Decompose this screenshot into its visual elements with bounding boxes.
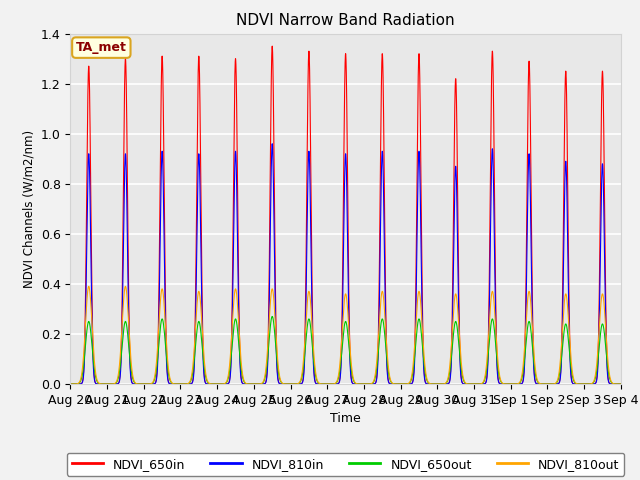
NDVI_650out: [422, 372, 429, 378]
NDVI_650out: [184, 381, 192, 386]
NDVI_810out: [179, 381, 186, 387]
Legend: NDVI_650in, NDVI_810in, NDVI_650out, NDVI_810out: NDVI_650in, NDVI_810in, NDVI_650out, NDV…: [67, 453, 625, 476]
Text: TA_met: TA_met: [76, 41, 127, 54]
NDVI_810in: [617, 381, 625, 387]
NDVI_810in: [422, 380, 429, 386]
NDVI_650in: [273, 346, 280, 351]
NDVI_650out: [500, 381, 508, 387]
X-axis label: Time: Time: [330, 412, 361, 425]
Line: NDVI_650out: NDVI_650out: [70, 316, 621, 384]
Title: NDVI Narrow Band Radiation: NDVI Narrow Band Radiation: [236, 13, 455, 28]
NDVI_650out: [268, 313, 276, 319]
NDVI_650in: [184, 381, 192, 387]
NDVI_810out: [500, 381, 508, 386]
NDVI_650out: [179, 381, 186, 387]
NDVI_810out: [615, 381, 623, 387]
NDVI_650out: [617, 381, 625, 387]
NDVI_650in: [615, 381, 623, 387]
NDVI_810in: [615, 381, 623, 387]
NDVI_650in: [268, 43, 276, 49]
NDVI_810in: [268, 141, 276, 146]
NDVI_810in: [184, 381, 192, 387]
NDVI_650out: [615, 381, 623, 387]
NDVI_650in: [179, 381, 186, 387]
NDVI_650out: [67, 381, 74, 387]
NDVI_810in: [500, 381, 508, 387]
NDVI_810out: [85, 284, 93, 289]
Line: NDVI_650in: NDVI_650in: [70, 46, 621, 384]
NDVI_650in: [617, 381, 625, 387]
NDVI_810out: [617, 381, 625, 387]
NDVI_650in: [67, 381, 74, 387]
NDVI_810in: [273, 356, 280, 361]
NDVI_650out: [273, 352, 280, 358]
NDVI_810out: [67, 381, 74, 387]
NDVI_810in: [67, 381, 74, 387]
Y-axis label: NDVI Channels (W/m2/nm): NDVI Channels (W/m2/nm): [22, 130, 35, 288]
Line: NDVI_810out: NDVI_810out: [70, 287, 621, 384]
NDVI_810out: [273, 340, 280, 346]
NDVI_810out: [422, 368, 429, 374]
NDVI_810out: [184, 381, 192, 386]
NDVI_650in: [422, 380, 429, 385]
NDVI_650in: [500, 381, 508, 387]
NDVI_810in: [179, 381, 186, 387]
Line: NDVI_810in: NDVI_810in: [70, 144, 621, 384]
